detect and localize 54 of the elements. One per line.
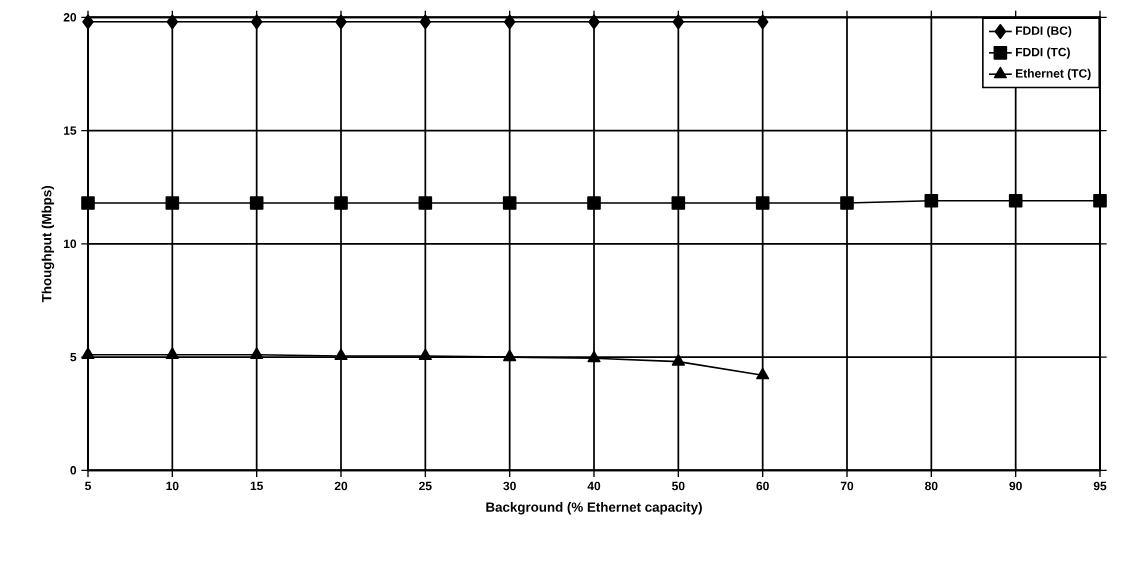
point [250, 347, 264, 359]
point [756, 367, 770, 380]
y-axis-title: Thoughput (Mbps) [41, 185, 55, 303]
y-tick-label: 0 [70, 466, 77, 475]
point [756, 14, 769, 30]
point [165, 196, 180, 210]
point [671, 354, 685, 366]
point [1093, 193, 1107, 208]
x-tick-label: 60 [756, 481, 769, 491]
point [334, 196, 348, 210]
point [587, 196, 601, 210]
x-tick-label: 20 [334, 481, 348, 491]
legend-label: FDDI (BC) [1016, 26, 1072, 38]
point [334, 348, 348, 361]
point [250, 14, 263, 30]
x-tick-label: 30 [503, 481, 516, 491]
x-tick-label: 95 [1093, 481, 1107, 491]
y-tick-label: 10 [64, 239, 77, 249]
x-axis-title: Background (% Ethernet capacity) [486, 502, 702, 515]
point [1008, 193, 1023, 208]
point [587, 350, 601, 363]
point [81, 196, 95, 210]
y-tick-label: 15 [64, 126, 77, 135]
x-tick-label: 90 [1009, 481, 1022, 491]
y-tick-label: 5 [70, 352, 77, 362]
x-tick-label: 10 [166, 481, 179, 491]
point [335, 14, 347, 30]
y-tick-label: 20 [63, 13, 77, 22]
x-tick-label: 50 [672, 481, 685, 491]
point [418, 348, 432, 361]
x-tick-label: 5 [85, 481, 91, 491]
x-tick-label: 15 [250, 481, 263, 491]
point [671, 196, 686, 210]
x-tick-label: 25 [419, 481, 432, 491]
legend-label: Ethernet (TC) [1016, 68, 1091, 81]
x-tick-label: 80 [925, 481, 938, 491]
x-tick-label: 40 [587, 481, 601, 491]
point [165, 347, 179, 359]
point [166, 14, 179, 30]
legend-label: FDDI (TC) [1016, 47, 1070, 59]
point [82, 14, 94, 30]
point [419, 14, 432, 30]
point [502, 196, 517, 210]
point [249, 196, 264, 210]
point [840, 196, 854, 210]
x-tick-label: 70 [840, 481, 854, 491]
point [755, 196, 770, 210]
point [81, 347, 95, 359]
point [672, 14, 685, 30]
point [588, 14, 600, 30]
point [503, 349, 517, 362]
point [503, 14, 516, 30]
point [924, 193, 939, 208]
point [418, 196, 433, 210]
